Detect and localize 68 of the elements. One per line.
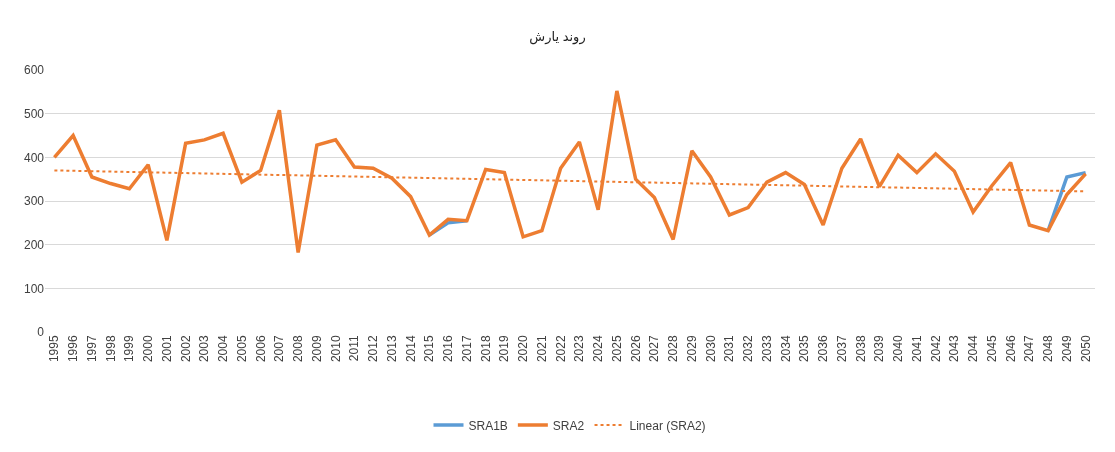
x-tick-label: 2023 (572, 335, 587, 363)
x-tick-label: 2013 (384, 335, 399, 363)
y-tick-label: 400 (23, 150, 45, 165)
x-tick-label: 2020 (516, 335, 531, 363)
line-series (52, 89, 1088, 255)
x-tick-label: 2042 (928, 335, 943, 363)
x-tick-label: 2017 (459, 335, 474, 363)
y-tick-label: 500 (23, 106, 45, 121)
x-tick-label: 1997 (84, 335, 99, 363)
x-tick-label: 2033 (759, 335, 774, 363)
x-tick-label: 2019 (497, 335, 512, 363)
x-tick-label: 2030 (703, 335, 718, 363)
x-tick-label: 2008 (291, 335, 306, 363)
y-tick-label: 300 (23, 194, 45, 209)
x-tick-label: 2039 (872, 335, 887, 363)
x-tick-label: 2010 (328, 335, 343, 363)
y-tick-label: 200 (23, 237, 45, 252)
x-tick-label: 1999 (122, 335, 137, 363)
y-tick-label: 600 (23, 63, 45, 78)
x-tick-label: 2026 (628, 335, 643, 363)
x-tick-label: 2002 (178, 335, 193, 363)
x-tick-label: 2012 (366, 335, 381, 363)
x-tick-label: 2049 (1059, 335, 1074, 363)
x-tick-label: 1996 (66, 335, 81, 363)
x-tick-label: 2031 (722, 335, 737, 363)
x-tick-label: 2003 (197, 335, 212, 363)
x-tick-label: 2016 (441, 335, 456, 363)
x-tick-label: 2009 (309, 335, 324, 363)
legend-label: SRA1B (468, 418, 508, 433)
legend-label: SRA2 (552, 418, 585, 433)
x-tick-label: 2021 (534, 335, 549, 363)
x-tick-label: 2036 (816, 335, 831, 363)
x-tick-label: 2037 (834, 335, 849, 363)
x-tick-label: 2022 (553, 335, 568, 363)
chart-title: روند یارش (529, 28, 586, 45)
x-tick-label: 2034 (778, 335, 793, 363)
x-tick-label: 1998 (103, 335, 118, 363)
x-tick-label: 2004 (216, 335, 231, 363)
x-tick-label: 2006 (253, 335, 268, 363)
x-tick-label: 2050 (1078, 335, 1093, 363)
x-tick-label: 2015 (422, 335, 437, 363)
legend-label: Linear (SRA2) (629, 418, 706, 433)
x-tick-label: 2028 (666, 335, 681, 363)
x-tick-label: 2041 (909, 335, 924, 363)
x-tick-label: 2043 (947, 335, 962, 363)
x-tick-label: 2027 (647, 335, 662, 363)
y-tick-label: 100 (23, 281, 45, 296)
x-tick-label: 2024 (591, 335, 606, 363)
x-tick-label: 1995 (47, 335, 62, 363)
x-tick-label: 2029 (684, 335, 699, 363)
x-tick-label: 2001 (159, 335, 174, 363)
x-tick-label: 2038 (853, 335, 868, 363)
x-tick-label: 2025 (609, 335, 624, 363)
x-tick-label: 2007 (272, 335, 287, 363)
x-tick-label: 2046 (1003, 335, 1018, 363)
x-tick-label: 2005 (234, 335, 249, 363)
x-tick-label: 2011 (347, 335, 362, 362)
y-tick-label: 0 (37, 325, 45, 340)
x-tick-label: 2047 (1022, 335, 1037, 363)
x-tick-label: 2048 (1041, 335, 1056, 363)
x-tick-label: 2000 (141, 335, 156, 363)
x-tick-label: 2040 (891, 335, 906, 363)
x-tick-label: 2018 (478, 335, 493, 363)
x-tick-label: 2045 (984, 335, 999, 363)
x-tick-label: 2014 (403, 335, 418, 363)
x-tick-label: 2032 (741, 335, 756, 363)
x-tick-label: 2044 (966, 335, 981, 363)
x-tick-label: 2035 (797, 335, 812, 363)
